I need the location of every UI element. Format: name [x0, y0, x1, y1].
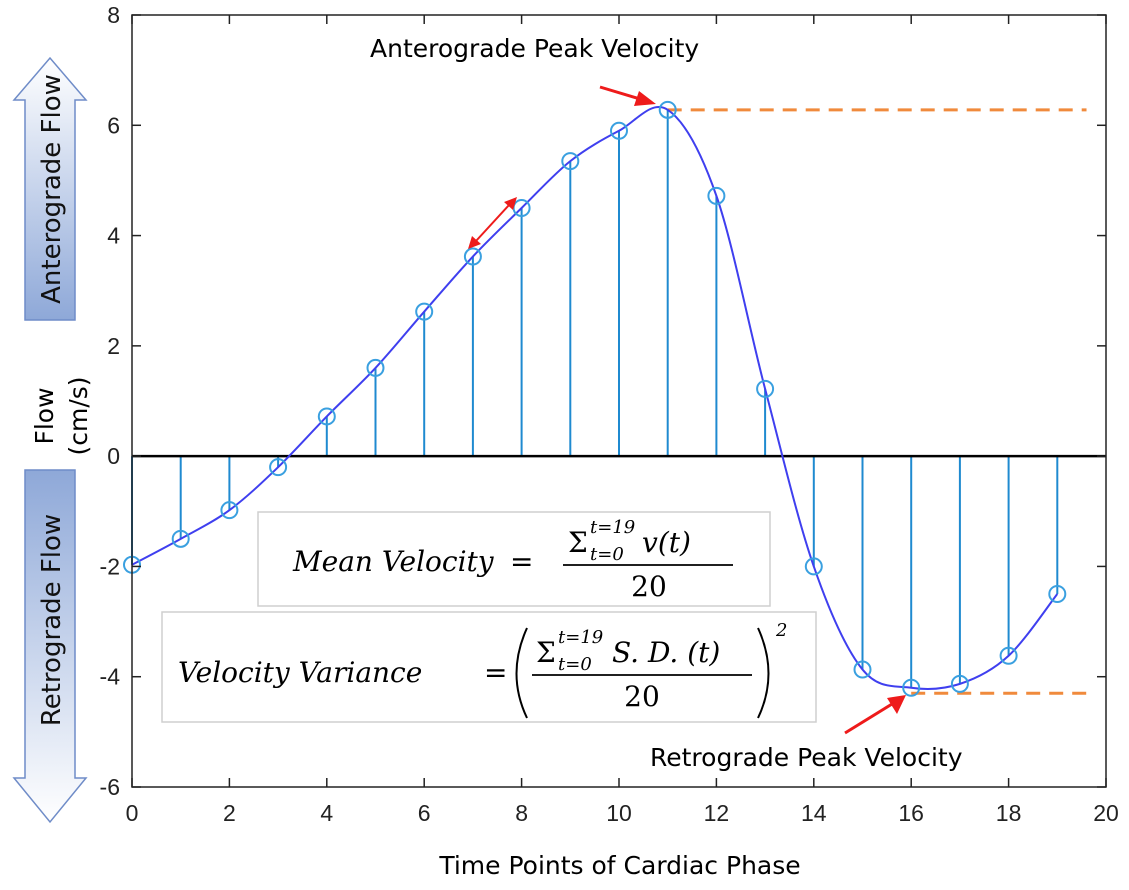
stem-lines [131, 109, 1059, 688]
data-point-13 [756, 379, 775, 398]
x-tick-label-18: 18 [996, 800, 1022, 826]
variance-left-paren [515, 627, 528, 719]
mean-equals: = [510, 545, 533, 578]
data-point-5 [366, 358, 385, 377]
mean-sigma: Σ [568, 526, 588, 559]
x-axis-ticks: 0 2 4 6 8 10 12 14 16 18 20 [126, 15, 1119, 826]
data-point-4 [317, 407, 336, 426]
x-tick-label-4: 4 [320, 800, 333, 826]
y-tick-label-8: 8 [107, 2, 120, 28]
data-point-14 [804, 557, 823, 576]
x-tick-label-20: 20 [1093, 800, 1119, 826]
retrograde-flow-label: Retrograde Flow [37, 514, 67, 726]
y-tick-label--2: -2 [100, 553, 120, 579]
data-point-12 [707, 186, 726, 205]
data-point-18 [999, 646, 1018, 665]
mean-sum-sup: t=19 [590, 517, 635, 538]
anterograde-flow-arrow: Anterograde Flow [12, 56, 88, 321]
data-point-15 [853, 660, 872, 679]
retrograde-flow-arrow: Retrograde Flow [12, 469, 88, 824]
data-point-2 [220, 501, 239, 520]
data-point-11 [658, 100, 677, 119]
retrograde-peak-annotation: Retrograde Peak Velocity [650, 743, 963, 772]
mean-sum-sub: t=0 [590, 544, 624, 565]
mean-denominator: 20 [631, 570, 667, 603]
variance-term: S. D. (t) [612, 636, 720, 669]
data-point-7 [463, 247, 482, 266]
variance-lhs: Velocity Variance [178, 656, 422, 689]
y-tick-label--4: -4 [100, 664, 121, 690]
data-point-6 [415, 302, 434, 321]
data-point-19 [1048, 585, 1067, 603]
x-tick-label-8: 8 [515, 800, 528, 826]
x-tick-label-6: 6 [418, 800, 431, 826]
data-point-17 [950, 674, 969, 693]
anterograde-peak-arrow [599, 85, 656, 106]
interval-double-arrow [468, 197, 517, 249]
x-tick-label-0: 0 [126, 800, 139, 826]
retrograde-peak-arrow [844, 695, 906, 735]
velocity-variance-formula: Velocity Variance = Σ t=19 t=0 S. D. (t)… [161, 611, 817, 723]
variance-sigma: Σ [536, 636, 556, 669]
y-tick-label-4: 4 [107, 223, 120, 249]
x-axis-label: Time Points of Cardiac Phase [438, 851, 800, 880]
data-point-9 [561, 152, 580, 171]
mean-velocity-lhs: Mean Velocity [292, 545, 495, 578]
y-tick-label-0: 0 [107, 443, 120, 469]
variance-equals: = [484, 656, 507, 689]
y-tick-label--6: -6 [100, 774, 120, 800]
x-tick-label-14: 14 [801, 800, 827, 826]
reference-lines [667, 108, 1087, 695]
y-axis-label-line1: Flow [30, 387, 59, 444]
mean-velocity-formula: Mean Velocity = Σ t=19 t=0 v(t) 20 [257, 511, 771, 607]
x-tick-label-16: 16 [898, 800, 924, 826]
data-point-3 [269, 458, 288, 477]
x-tick-label-10: 10 [606, 800, 632, 826]
x-tick-label-2: 2 [223, 800, 236, 826]
variance-exponent: 2 [775, 620, 787, 641]
y-tick-label-2: 2 [107, 333, 120, 359]
variance-sum-sup: t=19 [558, 627, 603, 648]
x-tick-label-12: 12 [704, 800, 730, 826]
anterograde-flow-label: Anterograde Flow [37, 74, 67, 304]
anterograde-peak-annotation: Anterograde Peak Velocity [370, 34, 699, 63]
variance-denominator: 20 [624, 680, 660, 713]
y-tick-label-6: 6 [107, 112, 120, 138]
variance-right-paren [757, 627, 770, 719]
y-axis-label-line2: (cm/s) [64, 376, 93, 455]
data-point-1 [171, 529, 190, 548]
series-line [131, 106, 1059, 690]
data-point-16 [902, 678, 921, 697]
data-point-10 [610, 121, 628, 140]
variance-sum-sub: t=0 [558, 654, 592, 675]
mean-term: v(t) [642, 526, 691, 559]
